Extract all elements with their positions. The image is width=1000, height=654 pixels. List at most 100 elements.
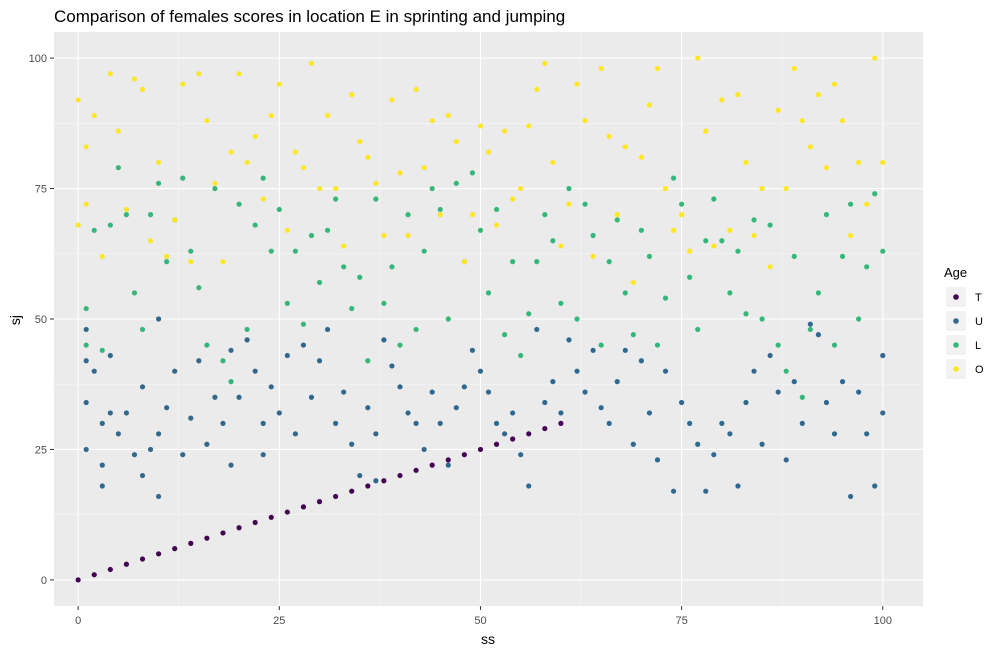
- data-point-u: [437, 420, 443, 426]
- data-point-u: [333, 420, 339, 426]
- data-point-l: [574, 316, 580, 322]
- data-point-u: [284, 352, 290, 359]
- data-point-o: [630, 279, 636, 286]
- data-point-o: [349, 92, 355, 98]
- legend-key-l: [953, 342, 959, 348]
- data-point-l: [791, 253, 797, 259]
- data-point-t: [252, 519, 258, 526]
- data-point-o: [397, 170, 403, 176]
- data-point-o: [711, 243, 717, 249]
- data-point-u: [115, 431, 121, 437]
- data-point-u: [204, 441, 210, 447]
- data-point-l: [228, 379, 234, 385]
- data-point-u: [767, 352, 773, 359]
- data-point-o: [775, 107, 781, 113]
- data-point-o: [139, 86, 146, 92]
- data-point-o: [759, 185, 765, 192]
- data-point-o: [856, 159, 862, 166]
- data-point-t: [381, 478, 387, 484]
- data-points: [75, 55, 886, 583]
- data-point-l: [115, 165, 121, 171]
- data-point-t: [493, 441, 500, 447]
- data-point-l: [349, 305, 355, 312]
- data-point-o: [847, 232, 854, 239]
- data-point-u: [413, 420, 419, 426]
- data-point-u: [679, 399, 685, 406]
- data-point-l: [518, 352, 524, 359]
- data-point-t: [542, 425, 548, 432]
- data-point-t: [220, 530, 226, 536]
- data-point-l: [373, 196, 379, 202]
- data-point-o: [83, 144, 89, 150]
- data-point-u: [638, 358, 644, 364]
- data-point-l: [590, 232, 596, 239]
- data-point-o: [743, 159, 749, 166]
- data-point-o: [236, 71, 242, 77]
- data-point-u: [373, 431, 379, 437]
- data-point-u: [598, 405, 604, 411]
- data-point-l: [719, 238, 725, 244]
- data-point-o: [188, 259, 194, 265]
- legend-label-o: O: [975, 364, 984, 376]
- data-point-u: [341, 389, 347, 395]
- data-point-o: [880, 159, 886, 166]
- data-point-o: [558, 243, 564, 249]
- data-point-u: [510, 410, 516, 416]
- data-point-u: [493, 420, 500, 426]
- data-point-l: [622, 290, 628, 296]
- data-point-l: [292, 248, 298, 254]
- data-point-l: [751, 217, 757, 223]
- data-point-u: [429, 389, 435, 395]
- data-point-t: [477, 446, 484, 453]
- data-point-l: [767, 222, 773, 228]
- data-point-u: [156, 493, 162, 500]
- data-point-t: [123, 561, 130, 567]
- data-point-l: [638, 227, 644, 233]
- data-point-t: [526, 431, 532, 437]
- data-point-o: [518, 185, 524, 192]
- data-point-l: [872, 191, 878, 197]
- data-point-o: [268, 112, 274, 119]
- data-point-o: [91, 112, 97, 119]
- data-point-u: [91, 368, 97, 374]
- data-point-l: [341, 264, 347, 270]
- data-point-u: [260, 452, 266, 458]
- data-point-u: [775, 389, 781, 395]
- data-point-u: [574, 368, 580, 374]
- data-point-l: [582, 201, 588, 207]
- data-point-u: [220, 420, 226, 426]
- data-point-o: [703, 128, 709, 134]
- data-point-t: [91, 572, 97, 578]
- data-point-l: [212, 185, 218, 192]
- data-point-l: [646, 253, 653, 259]
- data-point-o: [445, 112, 451, 119]
- data-point-l: [316, 279, 323, 286]
- data-point-o: [831, 81, 838, 87]
- data-point-o: [284, 227, 290, 233]
- data-point-o: [300, 165, 307, 171]
- data-point-o: [123, 206, 130, 213]
- data-point-l: [236, 201, 242, 207]
- data-point-u: [501, 431, 508, 437]
- data-point-u: [365, 405, 371, 411]
- data-point-u: [735, 483, 741, 489]
- data-point-o: [196, 71, 202, 77]
- data-point-l: [759, 316, 765, 322]
- data-point-u: [606, 420, 612, 426]
- data-point-l: [365, 358, 371, 364]
- data-point-o: [172, 217, 178, 223]
- data-point-o: [542, 60, 548, 66]
- data-point-o: [75, 222, 81, 228]
- data-point-u: [630, 441, 636, 447]
- data-point-l: [687, 274, 693, 280]
- data-point-o: [357, 138, 363, 145]
- legend-key-o: [953, 366, 959, 372]
- y-axis-title: sj: [7, 315, 23, 325]
- data-point-o: [807, 144, 813, 150]
- data-point-o: [566, 201, 572, 207]
- legend-label-l: L: [975, 340, 981, 352]
- data-point-t: [445, 457, 451, 463]
- data-point-l: [510, 259, 516, 265]
- data-point-u: [357, 472, 363, 479]
